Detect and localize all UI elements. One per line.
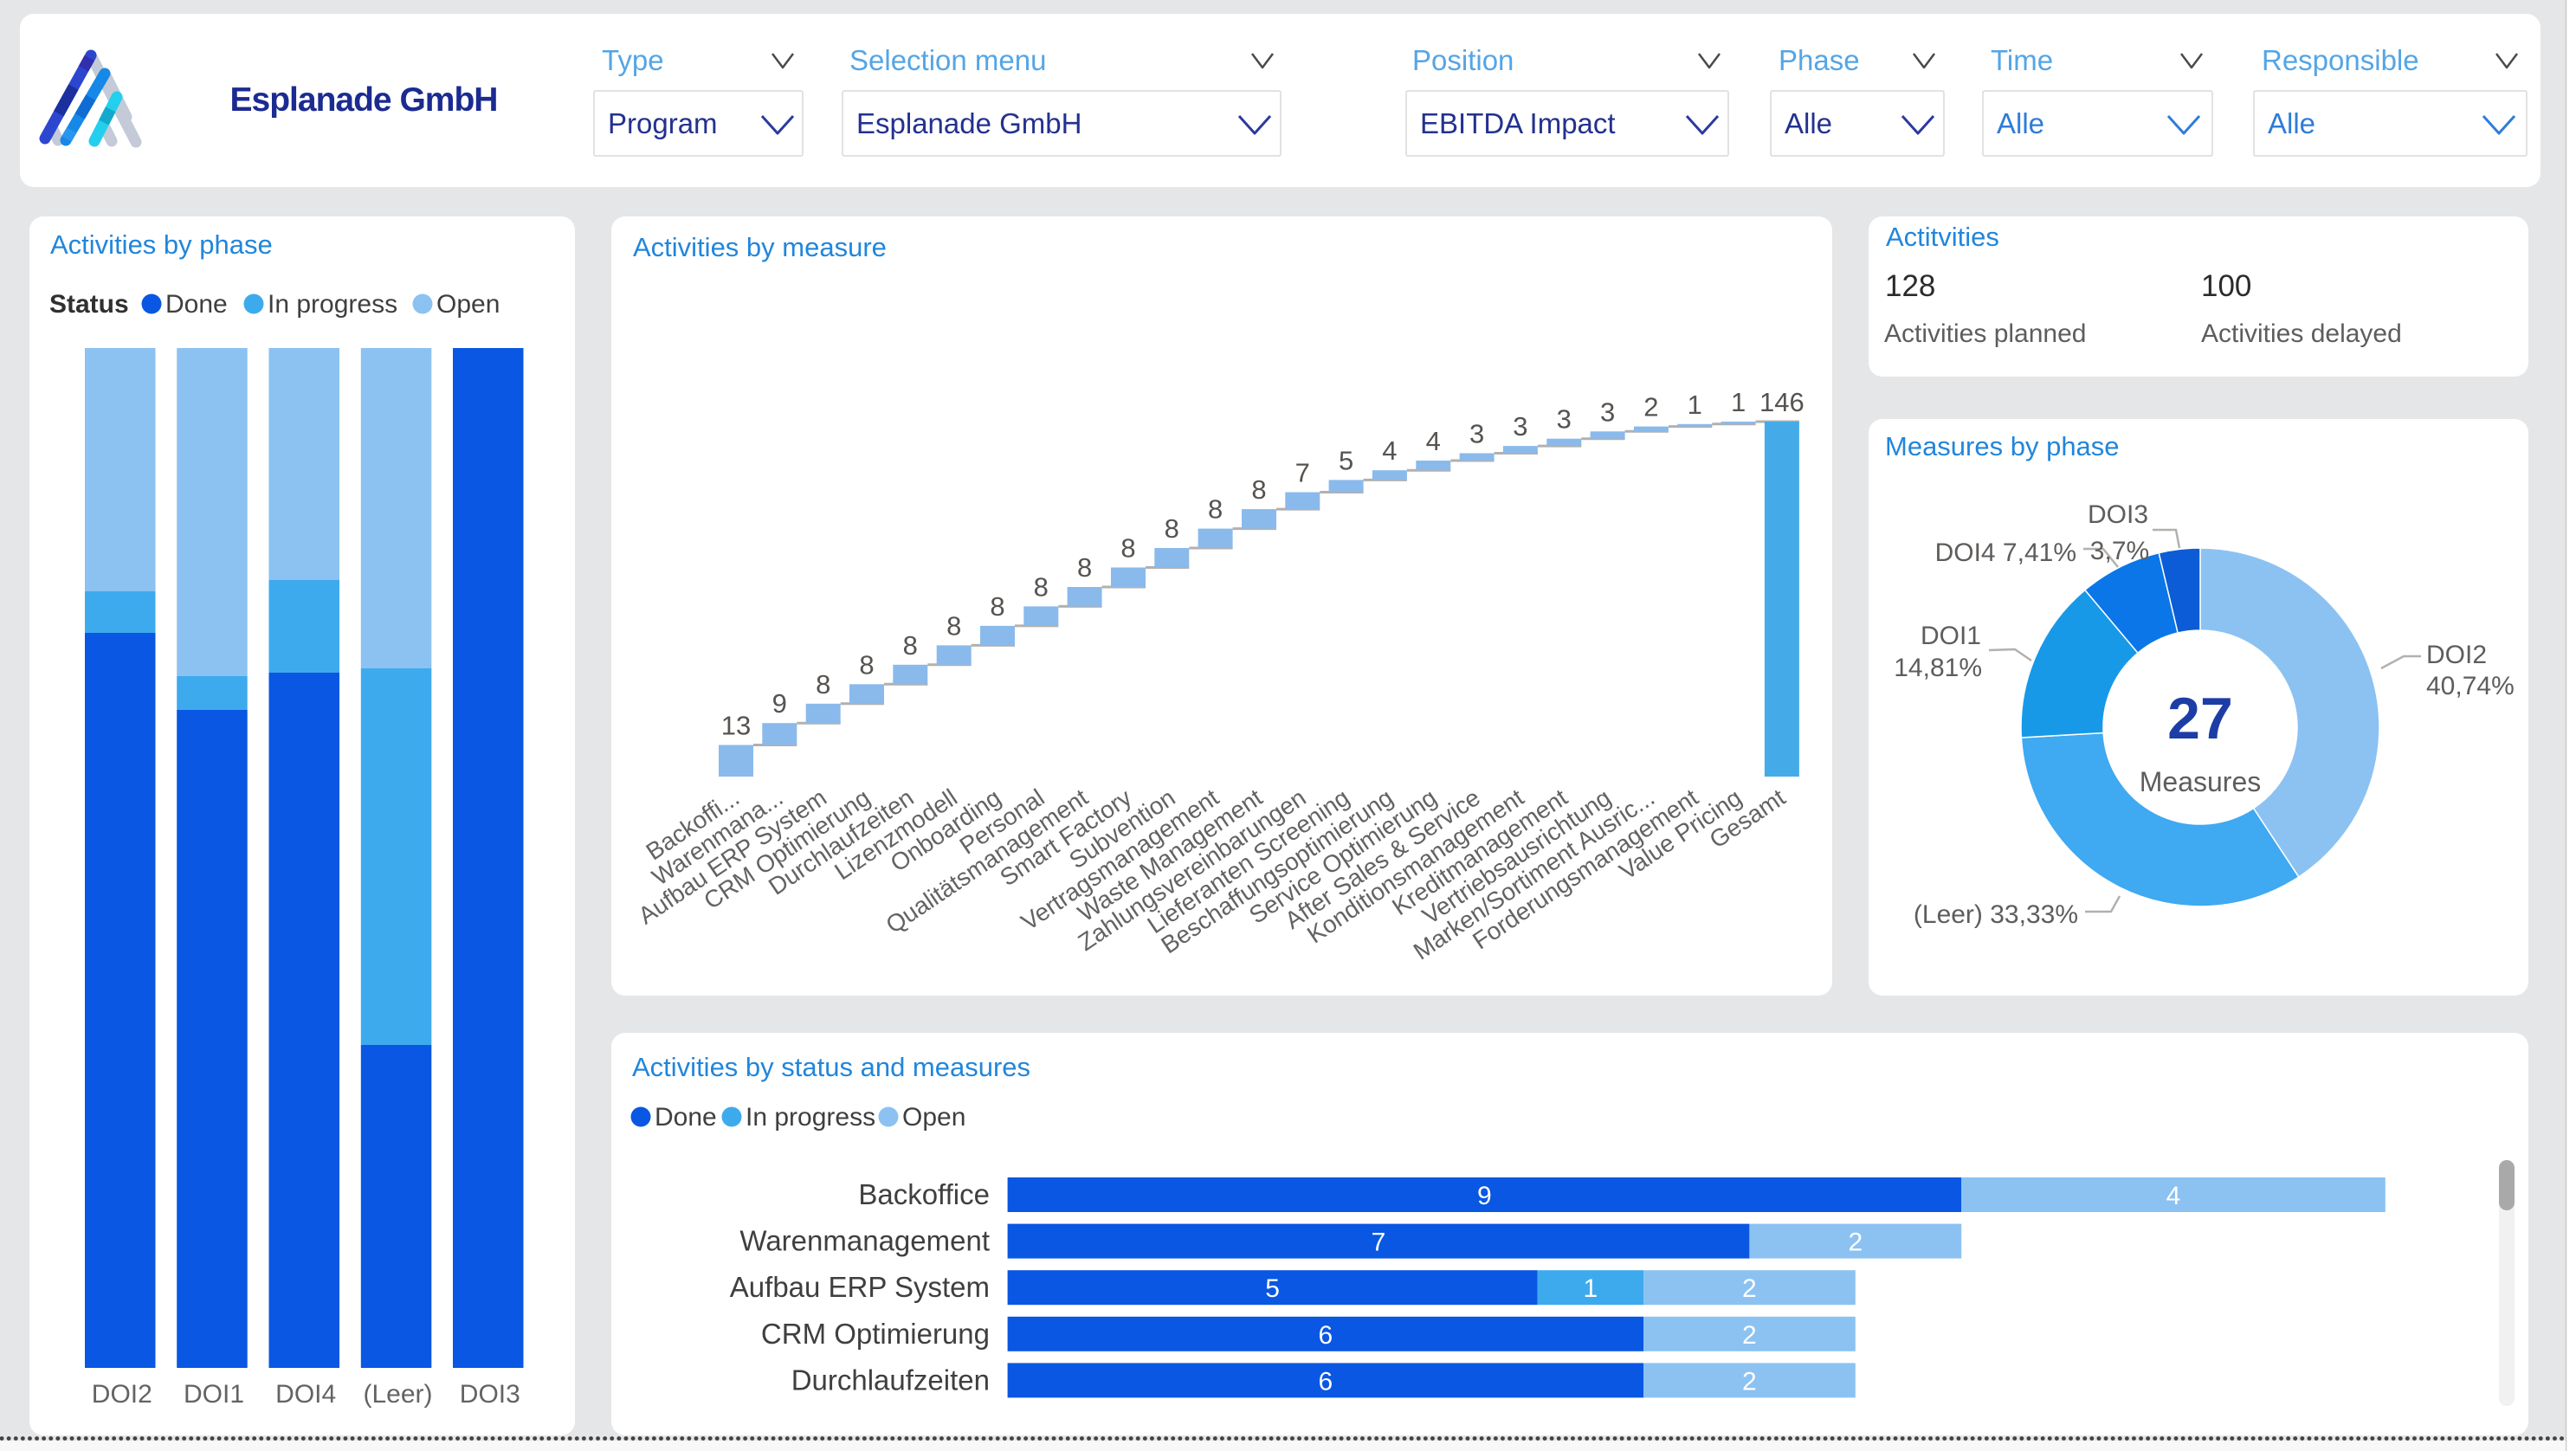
svg-text:3,7%: 3,7% (2090, 537, 2149, 565)
svg-text:3: 3 (1469, 419, 1484, 449)
svg-text:DOI1: DOI1 (1921, 622, 1981, 650)
svg-text:Esplanade GmbH: Esplanade GmbH (856, 107, 1081, 139)
svg-text:Selection menu: Selection menu (849, 44, 1046, 76)
svg-text:8: 8 (1034, 571, 1049, 602)
svg-text:Esplanade GmbH: Esplanade GmbH (230, 81, 498, 119)
svg-text:9: 9 (772, 688, 787, 719)
svg-text:14,81%: 14,81% (1894, 654, 1982, 682)
svg-text:Activities by phase: Activities by phase (50, 229, 273, 260)
svg-text:5: 5 (1339, 445, 1353, 475)
svg-text:In progress: In progress (746, 1103, 875, 1132)
svg-text:Activities planned: Activities planned (1884, 319, 2086, 348)
svg-text:8: 8 (1165, 513, 1179, 544)
svg-text:CRM Optimierung: CRM Optimierung (761, 1318, 990, 1350)
svg-text:Backoffice: Backoffice (858, 1178, 990, 1210)
svg-text:128: 128 (1885, 269, 1935, 303)
svg-text:Durchlaufzeiten: Durchlaufzeiten (791, 1364, 990, 1396)
svg-text:7: 7 (1372, 1229, 1386, 1257)
svg-text:Open: Open (902, 1103, 965, 1132)
svg-text:1: 1 (1583, 1274, 1598, 1303)
svg-text:Position: Position (1412, 44, 1514, 76)
svg-text:In progress: In progress (268, 290, 397, 319)
svg-text:Alle: Alle (1997, 107, 2044, 139)
svg-text:8: 8 (1208, 494, 1223, 525)
svg-text:2: 2 (1742, 1321, 1757, 1350)
svg-text:Status: Status (49, 290, 129, 319)
svg-text:DOI2: DOI2 (2426, 641, 2487, 669)
svg-text:4: 4 (2166, 1182, 2181, 1210)
svg-text:27: 27 (2167, 686, 2233, 751)
svg-text:8: 8 (946, 610, 961, 641)
svg-text:4: 4 (1426, 426, 1441, 456)
svg-text:6: 6 (1318, 1367, 1333, 1396)
svg-text:8: 8 (1251, 474, 1266, 505)
svg-text:Activities by status and measu: Activities by status and measures (632, 1052, 1030, 1082)
svg-text:Responsible: Responsible (2262, 44, 2419, 76)
svg-text:2: 2 (1742, 1367, 1757, 1396)
svg-text:Open: Open (436, 290, 500, 319)
svg-text:1: 1 (1731, 387, 1746, 417)
svg-text:DOI4: DOI4 (275, 1380, 336, 1409)
svg-text:EBITDA Impact: EBITDA Impact (1420, 107, 1616, 139)
svg-text:146: 146 (1759, 387, 1804, 417)
svg-text:Type: Type (602, 44, 664, 76)
svg-text:8: 8 (1077, 552, 1092, 583)
svg-text:100: 100 (2201, 269, 2251, 303)
svg-text:3: 3 (1600, 397, 1615, 427)
svg-text:7: 7 (1295, 458, 1310, 488)
svg-text:5: 5 (1265, 1274, 1280, 1303)
svg-text:Measures: Measures (2140, 766, 2262, 797)
svg-text:Alle: Alle (1785, 107, 1832, 139)
svg-text:Activities by measure: Activities by measure (633, 232, 887, 262)
svg-text:13: 13 (721, 711, 751, 741)
svg-text:Time: Time (1991, 44, 2053, 76)
svg-text:Warenmanagement: Warenmanagement (739, 1225, 990, 1257)
svg-text:3: 3 (1513, 411, 1527, 442)
svg-text:40,74%: 40,74% (2426, 672, 2515, 700)
svg-text:3: 3 (1557, 404, 1572, 435)
svg-text:DOI3: DOI3 (2088, 500, 2148, 529)
svg-text:9: 9 (1477, 1182, 1492, 1210)
svg-text:4: 4 (1382, 435, 1397, 466)
svg-text:DOI3: DOI3 (460, 1380, 520, 1409)
svg-text:DOI4 7,41%: DOI4 7,41% (1935, 538, 2076, 567)
svg-text:Alle: Alle (2268, 107, 2315, 139)
svg-text:(Leer): (Leer) (363, 1380, 432, 1409)
svg-text:Phase: Phase (1779, 44, 1860, 76)
svg-text:2: 2 (1643, 392, 1658, 422)
svg-text:Done: Done (655, 1103, 717, 1132)
svg-text:8: 8 (903, 630, 918, 661)
svg-text:2: 2 (1742, 1274, 1757, 1303)
svg-text:1: 1 (1688, 390, 1702, 420)
svg-text:6: 6 (1318, 1321, 1333, 1350)
svg-text:8: 8 (859, 649, 874, 680)
svg-text:8: 8 (990, 591, 1004, 622)
svg-text:Measures by phase: Measures by phase (1885, 431, 2120, 461)
svg-text:(Leer) 33,33%: (Leer) 33,33% (1914, 900, 2078, 929)
svg-text:8: 8 (816, 669, 830, 700)
svg-text:Program: Program (608, 107, 718, 139)
svg-text:Done: Done (165, 290, 228, 319)
svg-text:2: 2 (1848, 1229, 1863, 1257)
svg-text:Actitvities: Actitvities (1886, 222, 1999, 252)
svg-text:8: 8 (1120, 533, 1135, 564)
svg-text:DOI2: DOI2 (92, 1380, 152, 1409)
svg-text:Activities delayed: Activities delayed (2201, 319, 2402, 348)
svg-text:DOI1: DOI1 (184, 1380, 244, 1409)
svg-text:Aufbau ERP System: Aufbau ERP System (730, 1271, 990, 1303)
